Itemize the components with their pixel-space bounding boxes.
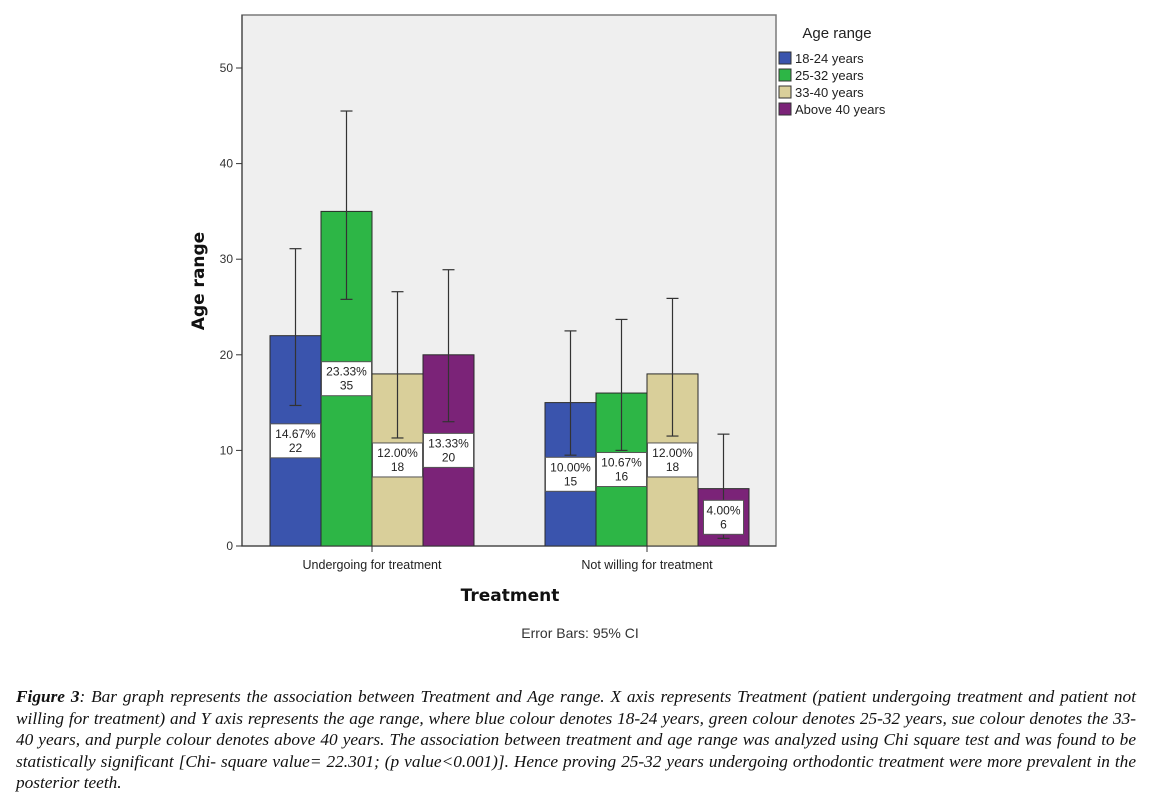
data-label-percent: 12.00% <box>652 446 693 460</box>
data-label-percent: 13.33% <box>428 436 469 450</box>
y-tick-label: 10 <box>220 443 234 457</box>
y-ticks: 0 10 20 30 40 50 <box>220 61 242 553</box>
data-label-percent: 23.33% <box>326 365 367 379</box>
legend-item-25-32-years: 25-32 years <box>778 68 864 83</box>
data-label-percent: 14.67% <box>275 427 316 441</box>
data-label-not-willing-for-treatment-18-24-years: 10.00%15 <box>545 456 596 492</box>
y-tick-label: 40 <box>220 157 234 171</box>
error-bar-not-willing-for-treatment-18-24-years <box>564 330 577 456</box>
error-bar-not-willing-for-treatment-33-40-years <box>666 297 679 437</box>
data-label-count: 18 <box>666 460 680 474</box>
data-labels-layer: 14.67%2223.33%3512.00%1813.33%2010.00%15… <box>270 361 744 535</box>
caption-text: : Bar graph represents the association b… <box>16 687 1137 792</box>
y-tick-label: 30 <box>220 252 234 266</box>
legend: Age range 18-24 years 25-32 years 33-40 ye… <box>778 25 886 117</box>
legend-item-18-24-years: 18-24 years <box>778 51 864 66</box>
data-label-count: 35 <box>340 379 354 393</box>
data-label-not-willing-for-treatment-25-32-years: 10.67%16 <box>596 452 647 488</box>
data-label-undergoing-for-treatment-33-40-years: 12.00%18 <box>372 442 423 478</box>
y-tick-label: 50 <box>220 61 234 75</box>
error-bar-not-willing-for-treatment-25-32-years <box>615 318 628 451</box>
legend-swatch <box>778 85 792 99</box>
bar-chart: 14.67%2223.33%3512.00%1813.33%2010.00%15… <box>189 14 886 641</box>
legend-label: Above 40 years <box>795 102 886 117</box>
x-tick-label-not-willing-for-treatment: Not willing for treatment <box>581 558 713 572</box>
data-label-undergoing-for-treatment-25-32-years: 23.33%35 <box>321 361 372 397</box>
figure-caption: Figure 3: Bar graph represents the assoc… <box>16 686 1136 794</box>
data-label-percent: 12.00% <box>377 446 418 460</box>
legend-title: Age range <box>802 25 871 42</box>
data-label-undergoing-for-treatment-above-40-years: 13.33%20 <box>423 432 474 468</box>
error-bar-undergoing-for-treatment-above-40-years <box>442 269 455 423</box>
x-axis-title: Treatment <box>461 586 560 606</box>
data-label-count: 20 <box>442 450 456 464</box>
caption-label: Figure 3 <box>16 687 80 706</box>
legend-swatch <box>778 51 792 65</box>
legend-swatch <box>778 102 792 116</box>
legend-item-above-40-years: Above 40 years <box>778 102 886 117</box>
y-tick-label: 0 <box>226 539 233 553</box>
x-tick-label-undergoing-for-treatment: Undergoing for treatment <box>303 558 442 572</box>
data-label-count: 22 <box>289 441 303 455</box>
error-bar-undergoing-for-treatment-33-40-years <box>391 291 404 439</box>
data-label-percent: 10.67% <box>601 456 642 470</box>
legend-label: 25-32 years <box>795 68 864 83</box>
x-ticks: Undergoing for treatment Not willing for … <box>303 546 713 572</box>
data-label-count: 15 <box>564 474 578 488</box>
data-label-percent: 10.00% <box>550 460 591 474</box>
y-axis-title: Age range <box>189 232 209 330</box>
data-label-percent: 4.00% <box>706 503 740 517</box>
legend-label: 33-40 years <box>795 85 864 100</box>
legend-label: 18-24 years <box>795 51 864 66</box>
legend-item-33-40-years: 33-40 years <box>778 85 864 100</box>
data-label-count: 16 <box>615 470 629 484</box>
data-label-undergoing-for-treatment-18-24-years: 14.67%22 <box>270 423 321 459</box>
legend-swatch <box>778 68 792 82</box>
error-bar-undergoing-for-treatment-18-24-years <box>289 248 302 407</box>
error-bars-note: Error Bars: 95% CI <box>521 625 638 641</box>
data-label-not-willing-for-treatment-above-40-years: 4.00%6 <box>703 499 744 535</box>
data-label-not-willing-for-treatment-33-40-years: 12.00%18 <box>647 442 698 478</box>
data-label-count: 18 <box>391 460 405 474</box>
y-tick-label: 20 <box>220 348 234 362</box>
data-label-count: 6 <box>720 517 727 531</box>
error-bar-undergoing-for-treatment-25-32-years <box>340 110 353 300</box>
